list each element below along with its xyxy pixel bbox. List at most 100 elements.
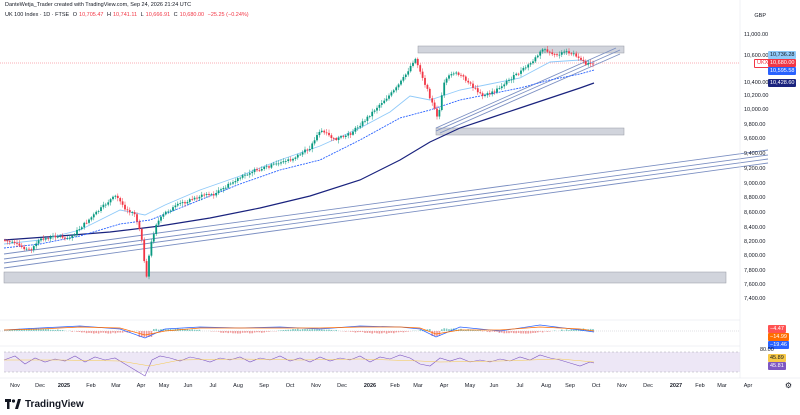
macd-bar	[153, 329, 155, 331]
macd-bar	[393, 331, 395, 334]
candle-body	[443, 82, 446, 96]
candle-body	[152, 234, 155, 242]
candle-body	[505, 80, 508, 85]
macd-bar	[287, 329, 289, 331]
macd-bar	[477, 330, 479, 331]
support-zone-low[interactable]	[3, 271, 727, 284]
last-price-tag: 10,680.00	[768, 59, 797, 67]
low-value: 10,666.91	[145, 12, 171, 18]
ma-mid-line[interactable]	[3, 69, 595, 249]
chart-credit: DanteWetja_Trader created with TradingVi…	[5, 2, 192, 8]
time-axis-label: Dec	[337, 383, 347, 389]
candle-body	[388, 95, 390, 99]
candle-body	[371, 111, 374, 117]
macd-signal-tag: −14.99	[768, 333, 789, 341]
symbol-name[interactable]: UK 100 Index · 1D · FTSE	[5, 12, 70, 18]
price-axis-label: 8,000.00	[744, 253, 766, 259]
candle-body	[517, 73, 520, 75]
candle-body	[28, 248, 30, 250]
ma-slow-line[interactable]	[3, 82, 595, 241]
high-value: 10,741.11	[113, 12, 138, 18]
macd-bar	[505, 331, 508, 334]
macd-bar	[402, 331, 405, 333]
candle-body	[383, 100, 386, 104]
time-axis-label: Nov	[617, 383, 627, 389]
candle-body	[68, 237, 71, 239]
macd-bar	[52, 329, 54, 331]
resistance-zone-top[interactable]	[417, 45, 625, 54]
candle-body	[431, 98, 434, 103]
macd-bar	[381, 331, 383, 334]
macd-bar	[169, 328, 172, 331]
candle-body	[340, 136, 342, 138]
candle-body	[359, 125, 362, 128]
candle-body	[210, 194, 213, 195]
currency-label[interactable]: GBP	[754, 13, 766, 19]
rsi-ma-tag: 45.89	[768, 354, 786, 362]
price-axis-label: 8,400.00	[744, 225, 766, 231]
candle-body	[277, 163, 280, 165]
macd-signal-line[interactable]	[3, 326, 595, 336]
price-axis-label: 8,600.00	[744, 210, 766, 216]
trend-channel-lines[interactable]	[3, 47, 769, 269]
candle-body	[181, 202, 184, 204]
candle-body	[400, 80, 402, 85]
macd-bar	[261, 331, 263, 333]
macd-bar	[107, 331, 109, 334]
candle-body	[512, 75, 515, 80]
candle-body	[364, 120, 366, 122]
candle-body	[44, 238, 47, 240]
candle-body	[328, 132, 330, 136]
candle-body	[452, 73, 455, 75]
macd-bar	[539, 331, 541, 332]
macd-bar	[299, 329, 301, 331]
macd-bar	[503, 331, 505, 334]
macd-line[interactable]	[3, 324, 595, 339]
candle-body	[116, 195, 119, 199]
candle-body	[320, 130, 323, 132]
candle-body	[301, 152, 304, 155]
candle-body	[13, 241, 16, 243]
candle-body	[412, 62, 414, 66]
macd-bar	[21, 329, 23, 331]
time-axis-label: 2026	[363, 383, 377, 389]
candle-body	[256, 169, 258, 171]
macd-bar	[292, 328, 294, 331]
candle-body	[186, 201, 189, 204]
macd-bar	[165, 329, 167, 331]
candle-body	[304, 149, 306, 153]
macd-bar	[189, 329, 191, 331]
macd-bar	[592, 329, 594, 331]
candle-body	[160, 216, 162, 221]
macd-bar	[369, 331, 371, 333]
candle-body	[476, 88, 479, 93]
candle-body	[251, 172, 254, 174]
tradingview-logo[interactable]: TradingView	[5, 397, 84, 411]
candle-body	[455, 72, 458, 74]
rsi-band	[4, 352, 740, 372]
candle-body	[131, 212, 134, 213]
macd-bar	[496, 331, 498, 332]
macd-bar	[157, 329, 160, 331]
macd-bar	[186, 328, 189, 331]
candlestick-series[interactable]	[4, 46, 594, 280]
macd-bar	[95, 331, 97, 334]
macd-bar	[129, 331, 131, 333]
time-axis-label: Jul	[516, 383, 524, 389]
time-axis-label: Apr	[743, 383, 753, 389]
candle-body	[83, 222, 86, 228]
macd-bar	[405, 331, 407, 332]
candle-body	[592, 63, 594, 65]
symbol-legend[interactable]: UK 100 Index · 1D · FTSE O 10,705.47 H 10,…	[5, 12, 251, 18]
rsi-line[interactable]	[3, 354, 595, 377]
candle-body	[234, 181, 237, 183]
candle-body	[347, 133, 350, 136]
gear-icon[interactable]: ⚙	[784, 381, 792, 390]
candle-body	[280, 162, 282, 164]
macd-bar	[366, 331, 369, 333]
support-zone-mid[interactable]	[435, 127, 625, 136]
macd-bar	[441, 329, 443, 331]
macd-bar	[105, 331, 107, 334]
ma-fast-line[interactable]	[3, 59, 595, 245]
